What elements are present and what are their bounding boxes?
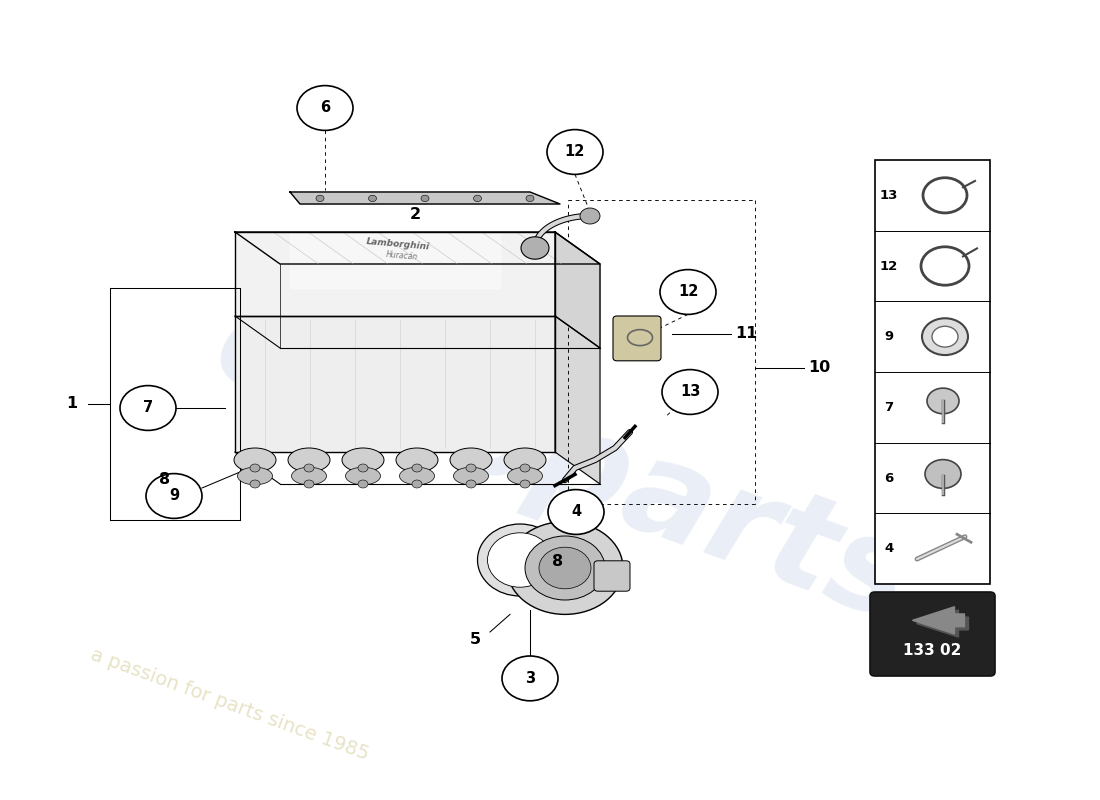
Text: 9: 9 [884, 330, 893, 343]
Circle shape [526, 195, 534, 202]
Ellipse shape [292, 467, 327, 485]
Circle shape [358, 480, 368, 488]
Polygon shape [235, 232, 556, 316]
Ellipse shape [453, 467, 488, 485]
Text: 133 02: 133 02 [903, 643, 961, 658]
Polygon shape [235, 316, 556, 452]
Circle shape [473, 195, 482, 202]
Text: 6: 6 [884, 471, 893, 485]
Polygon shape [556, 316, 600, 484]
Text: 13: 13 [680, 385, 701, 399]
Ellipse shape [238, 467, 273, 485]
FancyBboxPatch shape [594, 561, 630, 591]
Ellipse shape [288, 448, 330, 472]
Text: 4: 4 [884, 542, 893, 555]
Text: 7: 7 [884, 401, 893, 414]
Circle shape [662, 370, 718, 414]
Circle shape [421, 195, 429, 202]
Ellipse shape [399, 467, 435, 485]
Polygon shape [556, 232, 600, 348]
Ellipse shape [234, 448, 276, 472]
Text: 9: 9 [169, 489, 179, 503]
Ellipse shape [450, 448, 492, 472]
Text: a passion for parts since 1985: a passion for parts since 1985 [88, 645, 372, 763]
Circle shape [250, 464, 260, 472]
Circle shape [925, 459, 961, 488]
Circle shape [927, 388, 959, 414]
Text: 13: 13 [880, 189, 899, 202]
Circle shape [412, 480, 422, 488]
Ellipse shape [507, 467, 542, 485]
Circle shape [922, 318, 968, 355]
Circle shape [548, 490, 604, 534]
Polygon shape [235, 232, 600, 264]
Circle shape [146, 474, 202, 518]
Ellipse shape [504, 448, 546, 472]
Circle shape [580, 208, 600, 224]
Text: 7: 7 [143, 401, 153, 415]
Polygon shape [290, 232, 500, 288]
Text: 12: 12 [564, 145, 585, 159]
Polygon shape [913, 606, 965, 634]
Polygon shape [290, 192, 560, 204]
Text: 8: 8 [160, 473, 170, 487]
Circle shape [520, 480, 530, 488]
Circle shape [466, 464, 476, 472]
Ellipse shape [396, 448, 438, 472]
Text: 5: 5 [470, 633, 481, 647]
Circle shape [304, 464, 313, 472]
Text: Huracán: Huracán [386, 250, 418, 262]
Text: 3: 3 [525, 671, 535, 686]
Text: 10: 10 [808, 361, 830, 375]
Ellipse shape [345, 467, 381, 485]
Text: 1: 1 [66, 397, 78, 411]
FancyBboxPatch shape [613, 316, 661, 361]
Circle shape [368, 195, 376, 202]
Circle shape [297, 86, 353, 130]
Circle shape [466, 480, 476, 488]
Text: 12: 12 [678, 285, 698, 299]
Circle shape [547, 130, 603, 174]
Circle shape [660, 270, 716, 314]
Circle shape [520, 464, 530, 472]
Text: 12: 12 [880, 259, 898, 273]
Circle shape [502, 656, 558, 701]
Bar [874, 160, 990, 584]
Circle shape [507, 522, 623, 614]
Circle shape [932, 326, 958, 347]
Circle shape [316, 195, 324, 202]
Text: 4: 4 [571, 505, 581, 519]
Ellipse shape [477, 524, 562, 596]
Text: 6: 6 [320, 101, 330, 115]
Ellipse shape [342, 448, 384, 472]
Text: europarts: europarts [198, 279, 927, 649]
Circle shape [412, 464, 422, 472]
Circle shape [539, 547, 591, 589]
Circle shape [358, 464, 368, 472]
Polygon shape [916, 610, 968, 637]
FancyBboxPatch shape [870, 592, 996, 676]
Circle shape [525, 536, 605, 600]
Circle shape [521, 237, 549, 259]
Text: 8: 8 [552, 554, 563, 569]
Text: Lamborghini: Lamborghini [366, 238, 430, 252]
Circle shape [250, 480, 260, 488]
Text: 11: 11 [735, 326, 757, 341]
Circle shape [120, 386, 176, 430]
Circle shape [304, 480, 313, 488]
Text: 2: 2 [409, 207, 420, 222]
Ellipse shape [487, 533, 552, 587]
